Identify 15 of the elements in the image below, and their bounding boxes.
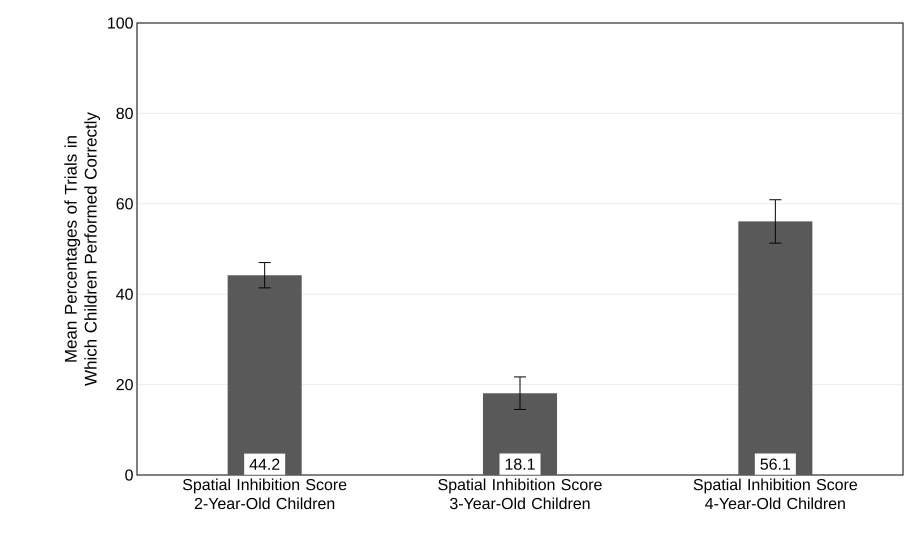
x-tick-label: Spatial Inhibition Score 4-Year-Old Children <box>694 478 857 510</box>
x-tick-label: Spatial Inhibition Score 3-Year-Old Children <box>438 478 602 510</box>
bar <box>738 221 812 475</box>
y-axis-title: Mean Percentages of Trials in Which Children Performed Correctly <box>64 112 100 386</box>
data-label: 18.1 <box>506 458 535 470</box>
y-tick-label: 40 <box>116 288 133 300</box>
data-label: 56.1 <box>760 458 790 470</box>
y-tick-label: 20 <box>116 378 133 390</box>
bar <box>228 275 302 475</box>
x-tick-label: Spatial Inhibition Score 2-Year-Old Children <box>182 478 346 510</box>
y-tick-label: 0 <box>125 469 133 481</box>
y-tick-label: 80 <box>116 108 133 120</box>
data-label: 44.2 <box>250 458 280 470</box>
y-tick-label: 60 <box>116 198 133 210</box>
y-tick-label: 100 <box>108 17 133 29</box>
